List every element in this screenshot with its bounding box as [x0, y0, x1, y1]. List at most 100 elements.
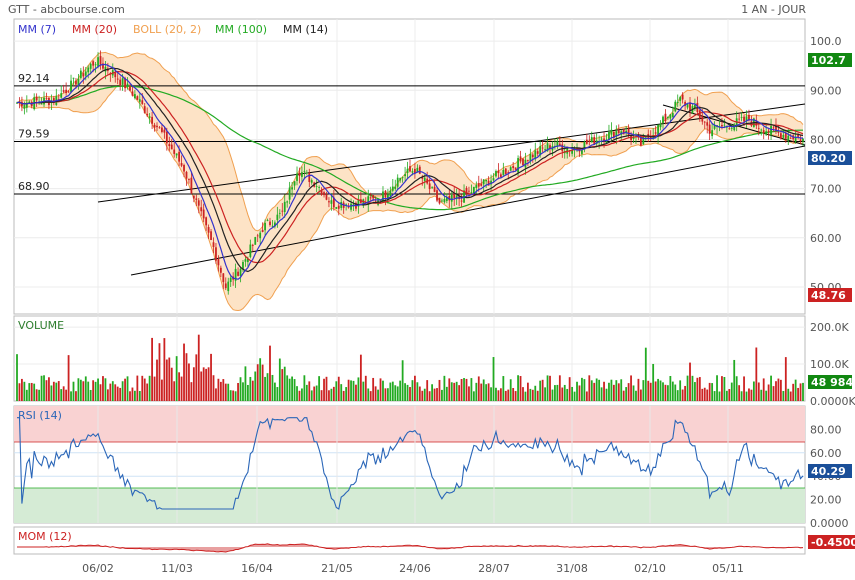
- volume-bar: [320, 390, 323, 401]
- volume-bar: [391, 381, 394, 401]
- ma100-line: [16, 85, 803, 211]
- candle-body: [431, 187, 434, 189]
- rsi-grid: [14, 406, 805, 523]
- volume-bar: [696, 377, 699, 401]
- volume-bar: [62, 386, 65, 401]
- volume-bar: [151, 337, 153, 401]
- volume-bar: [585, 391, 588, 401]
- volume-bar: [396, 386, 399, 401]
- candle-body: [571, 150, 574, 154]
- volume-bar: [743, 376, 745, 401]
- volume-bar: [261, 364, 264, 401]
- volume-bar: [65, 389, 68, 401]
- volume-bar: [25, 389, 28, 401]
- candle-body: [131, 91, 134, 96]
- volume-tick-label: 100.0K: [810, 358, 849, 371]
- candle-body: [60, 93, 63, 98]
- candle-body: [667, 117, 669, 119]
- candle-body: [136, 96, 139, 100]
- candle-body: [325, 194, 328, 200]
- volume-bar: [703, 387, 706, 401]
- volume-bar: [219, 381, 222, 401]
- candle-body: [332, 197, 335, 208]
- candle-body: [522, 158, 524, 166]
- rsi-tick-label: 60.00: [810, 447, 842, 460]
- volume-bar: [770, 375, 772, 401]
- volume-bar: [256, 364, 259, 401]
- volume-bar: [161, 379, 163, 401]
- legend-ma20[interactable]: MM (20): [72, 23, 117, 36]
- volume-bar: [232, 390, 235, 401]
- volume-bar: [534, 385, 537, 401]
- volume-bar: [82, 381, 85, 401]
- candle-body: [527, 160, 529, 161]
- candle-body: [472, 186, 475, 194]
- legend-ma14[interactable]: MM (14): [283, 23, 328, 36]
- legend-boll[interactable]: BOLL (20, 2): [133, 23, 201, 36]
- legend-ma7[interactable]: MM (7): [18, 23, 56, 36]
- candle-body: [487, 180, 490, 186]
- volume-bar: [654, 381, 657, 401]
- candle-body: [151, 116, 153, 124]
- candle-body: [301, 172, 303, 177]
- badge-low: [808, 288, 852, 302]
- candle-body: [622, 129, 625, 135]
- candle-body: [703, 121, 706, 123]
- volume-bar: [229, 390, 232, 401]
- candle-body: [723, 124, 726, 126]
- volume-bar: [335, 381, 338, 401]
- volume-bar: [332, 386, 335, 401]
- volume-bar: [431, 384, 434, 401]
- candle-body: [224, 283, 227, 289]
- legend-ma100[interactable]: MM (100): [215, 23, 267, 36]
- candle-body: [138, 99, 141, 102]
- volume-bar: [224, 383, 227, 401]
- volume-bar: [87, 381, 90, 401]
- candle-body: [684, 101, 686, 106]
- candle-body: [468, 190, 470, 192]
- volume-bar: [630, 375, 632, 401]
- volume-bar: [721, 376, 723, 401]
- candle-body: [556, 141, 559, 147]
- candle-body: [264, 222, 266, 231]
- volume-bar: [691, 375, 694, 401]
- date-tick-label: 02/10: [634, 562, 666, 575]
- volume-bar: [350, 380, 352, 401]
- candle-body: [782, 134, 785, 138]
- volume-bar: [77, 378, 80, 401]
- candle-body: [428, 183, 431, 190]
- candle-body: [455, 195, 458, 200]
- volume-bar: [244, 366, 247, 401]
- volume-bar: [389, 382, 392, 401]
- candle-body: [409, 166, 411, 172]
- candle-body: [784, 132, 787, 139]
- candle-body: [347, 206, 350, 208]
- candle-body: [745, 116, 748, 122]
- volume-bar: [288, 378, 291, 401]
- candle-body: [777, 132, 780, 133]
- period-label[interactable]: 1 AN - JOUR: [741, 3, 806, 16]
- volume-bar: [669, 376, 672, 401]
- volume-bar: [590, 380, 593, 401]
- candle-body: [158, 127, 161, 129]
- volume-bar: [276, 387, 279, 401]
- volume-bar: [200, 371, 203, 401]
- candle-body: [708, 124, 711, 134]
- volume-bar: [529, 388, 532, 401]
- candle-body: [721, 125, 723, 127]
- price-tick-label: 80.00: [810, 133, 842, 146]
- candle-body: [536, 151, 539, 154]
- candle-body: [246, 258, 249, 263]
- volume-bar: [315, 385, 318, 401]
- volume-bar: [106, 389, 109, 401]
- volume-bar: [684, 385, 686, 401]
- candle-body: [45, 98, 48, 99]
- volume-bar: [436, 388, 438, 401]
- volume-bar: [416, 382, 419, 401]
- candle-body: [212, 242, 215, 248]
- volume-bar: [146, 383, 149, 401]
- candle-body: [760, 129, 763, 131]
- candle-body: [215, 247, 217, 261]
- volume-bar: [40, 375, 43, 401]
